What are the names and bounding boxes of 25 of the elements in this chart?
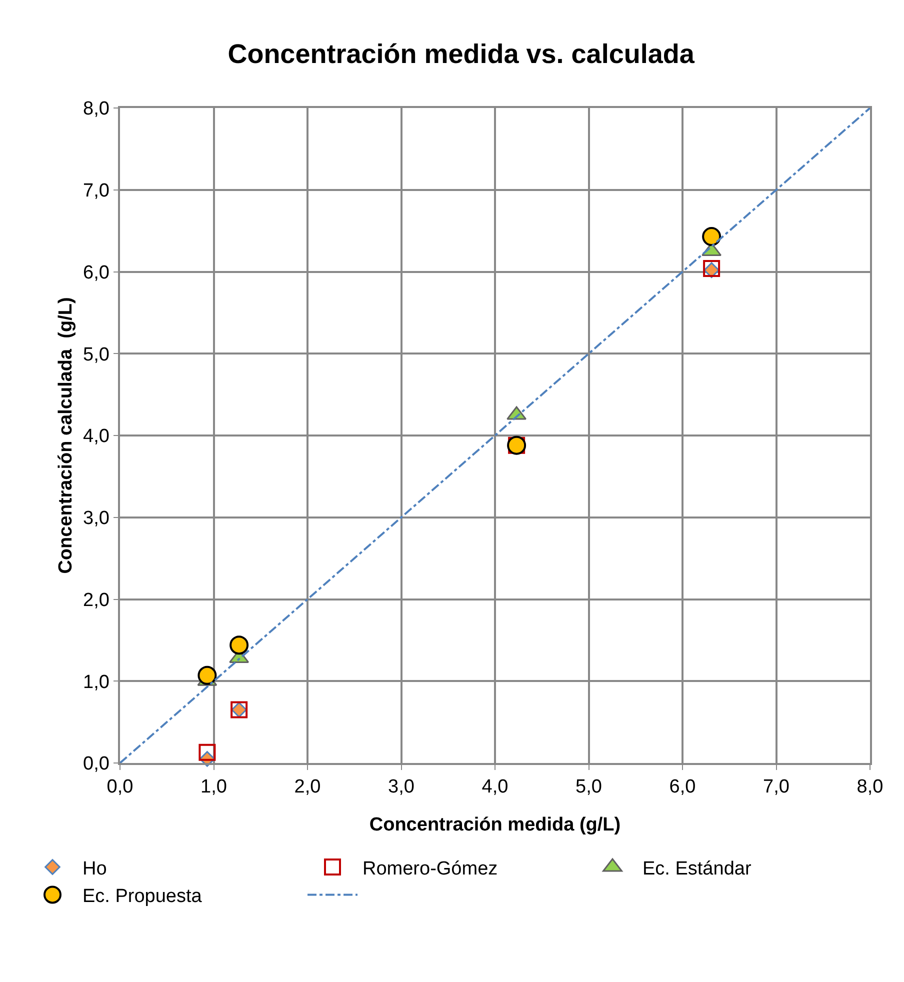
y-tick-label: 6,0 — [83, 262, 110, 284]
x-tick-label: 6,0 — [669, 776, 696, 798]
legend-label: Ec. Estándar — [642, 858, 752, 880]
x-tick-label: 1,0 — [200, 776, 227, 798]
y-tick-label: 3,0 — [83, 508, 110, 530]
y-tick-label: 0,0 — [83, 754, 110, 775]
x-tick-label: 7,0 — [763, 776, 790, 798]
legend-label: Romero-Gómez — [362, 858, 498, 880]
y-tick-label: 8,0 — [83, 98, 110, 120]
y-tick-label: 2,0 — [83, 590, 110, 611]
y-tick-label: 5,0 — [83, 344, 110, 366]
x-tick-label: 8,0 — [856, 776, 884, 798]
y-tick-label: 1,0 — [83, 672, 110, 693]
x-tick-label: 2,0 — [294, 776, 321, 798]
y-tick-label: 7,0 — [83, 180, 110, 202]
x-axis-title: Concentración medida (g/L) — [369, 814, 621, 836]
y-tick-label: 4,0 — [83, 426, 110, 448]
x-tick-label: 4,0 — [482, 776, 508, 798]
legend-label: Ho — [82, 858, 107, 880]
y-axis-title: Concentración calculada (g/L) — [56, 297, 76, 574]
x-tick-label: 0,0 — [106, 776, 134, 798]
chart-title: Concentración medida vs. calculada — [228, 39, 696, 70]
legend-label: Ec. Propuesta — [82, 886, 202, 908]
x-tick-label: 5,0 — [576, 776, 602, 798]
x-tick-label: 3,0 — [388, 776, 414, 798]
